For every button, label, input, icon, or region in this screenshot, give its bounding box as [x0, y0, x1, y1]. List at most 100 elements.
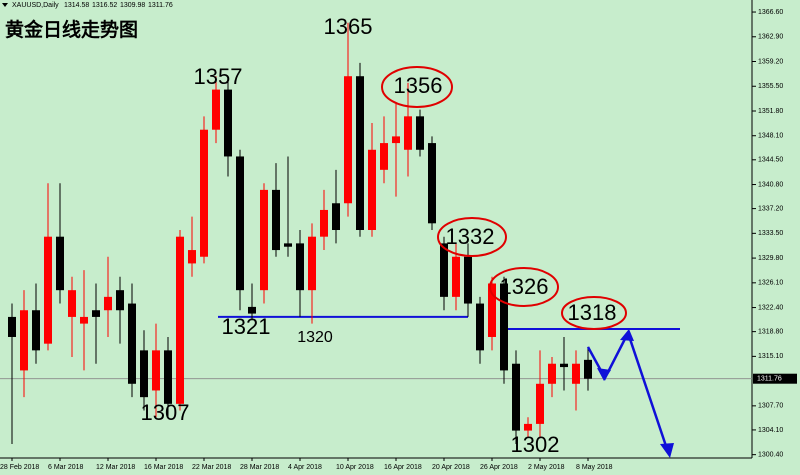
candle-body — [56, 236, 64, 291]
y-tick-label: 1340.80 — [758, 181, 783, 188]
x-tick-label: 8 May 2018 — [576, 464, 613, 471]
candle-body — [464, 256, 472, 304]
y-tick-label: 1329.80 — [758, 255, 783, 262]
y-tick-label: 1307.70 — [758, 403, 783, 410]
candle-body — [440, 243, 448, 297]
candle-body — [488, 283, 496, 337]
candle-body — [284, 243, 292, 247]
ohlc-value: 1309.98 — [120, 2, 145, 9]
x-tick-label: 16 Mar 2018 — [144, 464, 183, 471]
candle-body — [128, 303, 136, 384]
x-tick-label: 28 Feb 2018 — [0, 464, 39, 471]
candle-body — [176, 236, 184, 404]
ohlc-value: 1314.58 — [64, 2, 89, 9]
x-tick-label: 2 May 2018 — [528, 464, 565, 471]
y-tick-label: 1326.10 — [758, 280, 783, 287]
x-tick-label: 12 Mar 2018 — [96, 464, 135, 471]
x-tick-label: 10 Apr 2018 — [336, 464, 374, 471]
candle-body — [308, 236, 316, 291]
ohlc-value: 1316.52 — [92, 2, 117, 9]
x-tick-label: 28 Mar 2018 — [240, 464, 279, 471]
y-tick-label: 1322.40 — [758, 304, 783, 311]
y-tick-label: 1351.80 — [758, 108, 783, 115]
candle-body — [20, 310, 28, 371]
candle-body — [8, 316, 16, 337]
candle-body — [368, 149, 376, 231]
x-tick-label: 22 Mar 2018 — [192, 464, 231, 471]
candle-body — [332, 203, 340, 231]
annotation: 1365 — [324, 14, 373, 39]
y-tick-label: 1348.10 — [758, 133, 783, 140]
x-tick-label: 16 Apr 2018 — [384, 464, 422, 471]
price-label-bg — [753, 373, 797, 384]
candle-body — [140, 350, 148, 398]
y-tick-label: 1355.50 — [758, 83, 783, 90]
candle-body — [404, 116, 412, 150]
plot: 1366.60 1362.90 1359.20 1355.50 1351.80 1348.… — [0, 9, 797, 471]
annotation: 1326 — [500, 274, 549, 299]
candle-body — [44, 236, 52, 344]
candle-body — [560, 363, 568, 368]
candle-body — [536, 383, 544, 424]
candle-body — [272, 189, 280, 251]
y-tick-label: 1337.20 — [758, 205, 783, 212]
x-tick-label: 6 Mar 2018 — [48, 464, 84, 471]
candle-body — [452, 256, 460, 297]
x-tick-label: 26 Apr 2018 — [480, 464, 518, 471]
candle-body — [320, 209, 328, 237]
candle-body — [584, 359, 592, 379]
annotation: 1302 — [511, 432, 560, 457]
candle-body — [524, 423, 532, 431]
candle-body — [68, 290, 76, 317]
y-tick-label: 1359.20 — [758, 58, 783, 65]
candle-body — [392, 136, 400, 144]
candle-body — [248, 306, 256, 314]
candle-body — [152, 350, 160, 391]
candle-body — [380, 143, 388, 170]
symbol: XAUUSD,Daily — [12, 2, 59, 9]
candle-body — [356, 76, 364, 231]
annotation: 1320 — [297, 329, 333, 346]
candle-body — [188, 250, 196, 264]
candle-body — [236, 156, 244, 291]
y-tick-label: 1344.50 — [758, 157, 783, 164]
candle-body — [164, 350, 172, 404]
candle-body — [476, 303, 484, 351]
candle-body — [104, 296, 112, 311]
highlight-circle — [489, 267, 559, 307]
highlight-circle — [437, 217, 507, 257]
y-tick-label: 1366.60 — [758, 9, 783, 16]
candle-body — [92, 310, 100, 317]
candle-body — [500, 283, 508, 371]
annotation: 1318 — [568, 300, 617, 325]
y-tick-label: 1300.40 — [758, 452, 783, 459]
forecast-arrows — [586, 329, 670, 453]
candle-body — [344, 76, 352, 204]
candle-body — [224, 89, 232, 157]
candle-body — [416, 116, 424, 150]
annotation: 1321 — [222, 314, 271, 339]
price-label: 1311.76 — [757, 376, 782, 383]
arrow-heads — [597, 329, 674, 458]
highlight-circle — [381, 66, 453, 108]
ohlc-header: 1314.58 1316.52 1309.98 1311.76 — [64, 2, 173, 9]
candle-body — [80, 316, 88, 324]
candle-body — [212, 89, 220, 130]
annotation: 1356 — [394, 73, 443, 98]
x-tick-label: 4 Apr 2018 — [288, 464, 322, 471]
y-tick-label: 1304.10 — [758, 427, 783, 434]
annotation: 1357 — [194, 64, 243, 89]
candle-body — [428, 143, 436, 224]
candle-body — [260, 189, 268, 291]
candle-body — [200, 129, 208, 257]
candle-body — [548, 363, 556, 384]
candle-body — [32, 310, 40, 351]
symbol-icon — [2, 3, 8, 7]
y-tick-label: 1362.90 — [758, 34, 783, 41]
x-tick-label: 20 Apr 2018 — [432, 464, 470, 471]
highlight-circle — [561, 296, 627, 330]
ohlc-value: 1311.76 — [148, 2, 173, 9]
candle-body — [296, 243, 304, 291]
y-tick-label: 1318.80 — [758, 328, 783, 335]
